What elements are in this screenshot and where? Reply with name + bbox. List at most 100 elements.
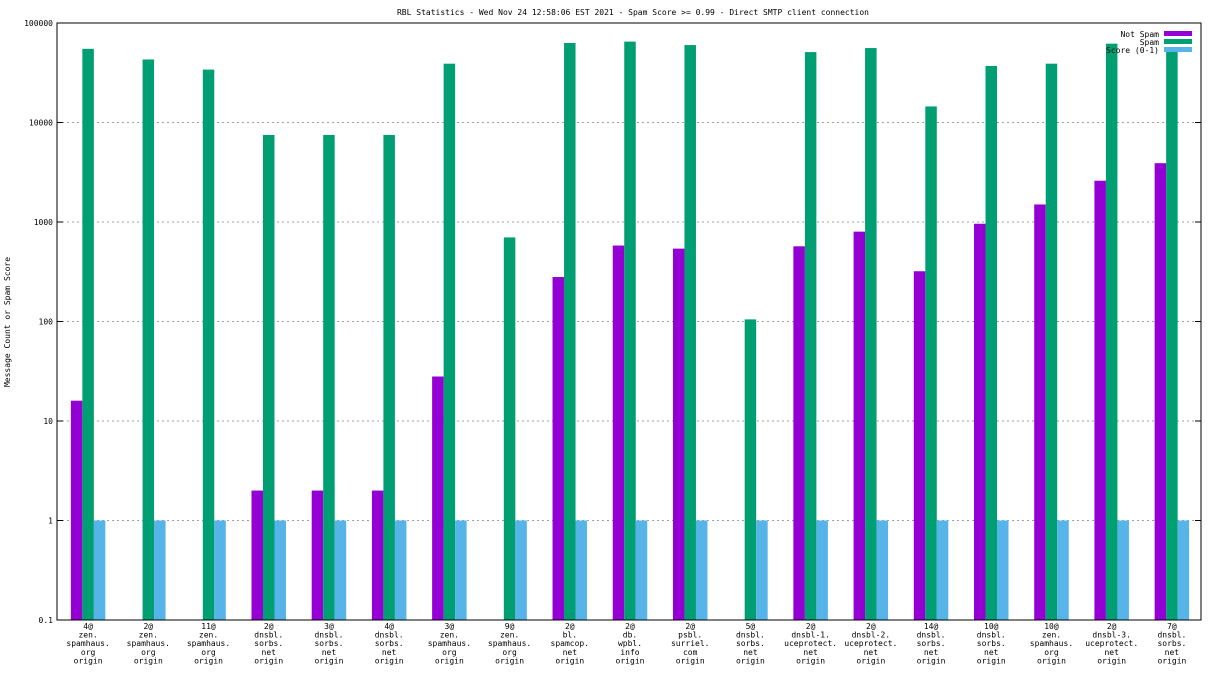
x-tick-label: 2@ dnsbl-2. uceprotect. net origin: [844, 622, 897, 665]
bar-spam: [82, 48, 94, 620]
bar-not-spam: [1154, 163, 1167, 620]
x-tick-label-line: dnsbl-2.: [852, 631, 891, 640]
x-tick-label-line: net: [864, 648, 879, 657]
bar-score: [635, 520, 648, 620]
x-tick-label-line: 3@: [445, 622, 455, 631]
legend-swatch: [1164, 47, 1192, 52]
x-tick-label-line: sorbs.: [917, 639, 946, 648]
bar-not-spam: [552, 277, 565, 620]
x-tick-label-line: dnsbl.: [254, 631, 283, 640]
x-tick-label: 2@ dnsbl-3. uceprotect. net origin: [1085, 622, 1138, 665]
x-tick-label: 4@ dnsbl. sorbs. net origin: [375, 622, 404, 665]
x-tick-label-line: 7@: [1167, 622, 1177, 631]
bar-spam: [142, 59, 155, 620]
x-tick-label: 3@ dnsbl. sorbs. net origin: [314, 622, 343, 665]
x-tick-label-line: origin: [977, 656, 1006, 665]
bar-spam: [383, 134, 395, 621]
bar-score: [1117, 520, 1129, 620]
x-tick-label-line: 10@: [984, 622, 999, 631]
bar-not-spam: [672, 248, 685, 620]
x-tick-label-line: net: [984, 648, 999, 657]
x-tick-label-line: net: [924, 648, 939, 657]
bar-not-spam: [251, 490, 263, 620]
x-tick-label-line: dnsbl.: [977, 631, 1006, 640]
x-tick-label-line: 2@: [565, 622, 575, 631]
bar-spam: [744, 319, 757, 620]
x-tick-label-line: net: [1165, 648, 1180, 657]
bar-spam: [1166, 50, 1178, 620]
x-tick-label-line: origin: [616, 656, 645, 665]
x-tick-label-line: 10@: [1044, 622, 1059, 631]
x-tick-label-line: 3@: [324, 622, 334, 631]
x-tick-label-line: origin: [314, 656, 343, 665]
bar-spam: [865, 48, 877, 620]
y-tick-label: 10: [43, 417, 53, 426]
x-tick-label: 4@ zen. spamhaus. org origin: [66, 622, 109, 665]
x-tick-label-line: sorbs.: [314, 639, 343, 648]
bar-score: [756, 520, 768, 620]
bar-spam: [684, 45, 696, 620]
x-tick-label-line: zen.: [139, 631, 158, 640]
bar-spam: [985, 65, 998, 620]
x-tick-label-line: dnsbl-1.: [791, 631, 830, 640]
x-tick-label-line: origin: [1157, 656, 1186, 665]
x-tick-label-line: origin: [375, 656, 404, 665]
plot-frame: [56, 22, 1202, 621]
bar-not-spam: [1034, 204, 1046, 620]
x-tick-label-line: dnsbl-3.: [1092, 631, 1131, 640]
x-tick-label-line: zen.: [440, 631, 459, 640]
x-tick-label-line: org: [502, 648, 517, 657]
x-tick-label-line: sorbs.: [254, 639, 283, 648]
y-tick-label: 0.1: [39, 616, 54, 625]
x-tick-label-line: 4@: [83, 622, 93, 631]
x-tick-label-line: zen.: [199, 631, 218, 640]
x-tick-label-line: origin: [1097, 656, 1126, 665]
bar-spam: [323, 134, 335, 621]
bar-score: [876, 520, 889, 620]
x-tick-label-line: uceprotect.: [784, 639, 837, 648]
x-tick-label-line: net: [262, 648, 277, 657]
x-tick-label-line: spamhaus.: [66, 639, 109, 648]
bar-score: [816, 520, 828, 620]
x-tick-label: 7@ dnsbl. sorbs. net origin: [1157, 622, 1186, 665]
legend-label: Not Spam: [1120, 30, 1159, 39]
x-tick-label-line: psbl.: [678, 631, 702, 640]
x-tick-label-line: spamhaus.: [1030, 639, 1073, 648]
x-tick-label-line: spamhaus.: [187, 639, 230, 648]
y-tick-label: 1: [48, 517, 53, 526]
x-tick-label-line: 2@: [1107, 622, 1117, 631]
x-tick-label-line: 5@: [746, 622, 756, 631]
x-tick-label-line: sorbs.: [375, 639, 404, 648]
x-tick-label-line: origin: [917, 656, 946, 665]
x-tick-label-line: origin: [856, 656, 885, 665]
x-tick-label-line: spamhaus.: [127, 639, 170, 648]
x-tick-label-line: dnsbl.: [917, 631, 946, 640]
y-tick-labels: 0.1 1 10 100 1000 10000 100000: [24, 19, 53, 625]
x-tick-label-line: org: [201, 648, 216, 657]
x-tick-label-line: net: [1104, 648, 1119, 657]
x-tick-label: 14@ dnsbl. sorbs. net origin: [917, 622, 946, 665]
bar-score: [1057, 520, 1069, 620]
x-tick-label-line: 14@: [924, 622, 939, 631]
x-tick-label-line: zen.: [500, 631, 519, 640]
bar-spam: [262, 134, 275, 621]
bar-not-spam: [793, 246, 805, 620]
x-tick-label: 2@ bl. spamcop. net origin: [551, 622, 590, 665]
x-tick-label: 2@ psbl. surriel. com origin: [671, 622, 710, 665]
bar-score: [997, 520, 1009, 620]
bar-spam: [202, 69, 215, 620]
x-tick-label-line: org: [1044, 648, 1059, 657]
bar-score: [575, 520, 588, 620]
x-tick-label: 10@ zen. spamhaus. org origin: [1030, 622, 1073, 665]
x-tick-label-line: bl.: [563, 631, 577, 640]
x-tick-label-line: origin: [435, 656, 464, 665]
x-tick-label-line: dnsbl.: [736, 631, 765, 640]
x-tick-label-line: 2@: [625, 622, 635, 631]
bar-not-spam: [1094, 180, 1106, 621]
x-tick-label-line: origin: [194, 656, 223, 665]
x-tick-label-line: origin: [254, 656, 283, 665]
x-tick-label-line: net: [322, 648, 337, 657]
bar-score: [214, 520, 226, 620]
bar-spam: [503, 237, 516, 620]
